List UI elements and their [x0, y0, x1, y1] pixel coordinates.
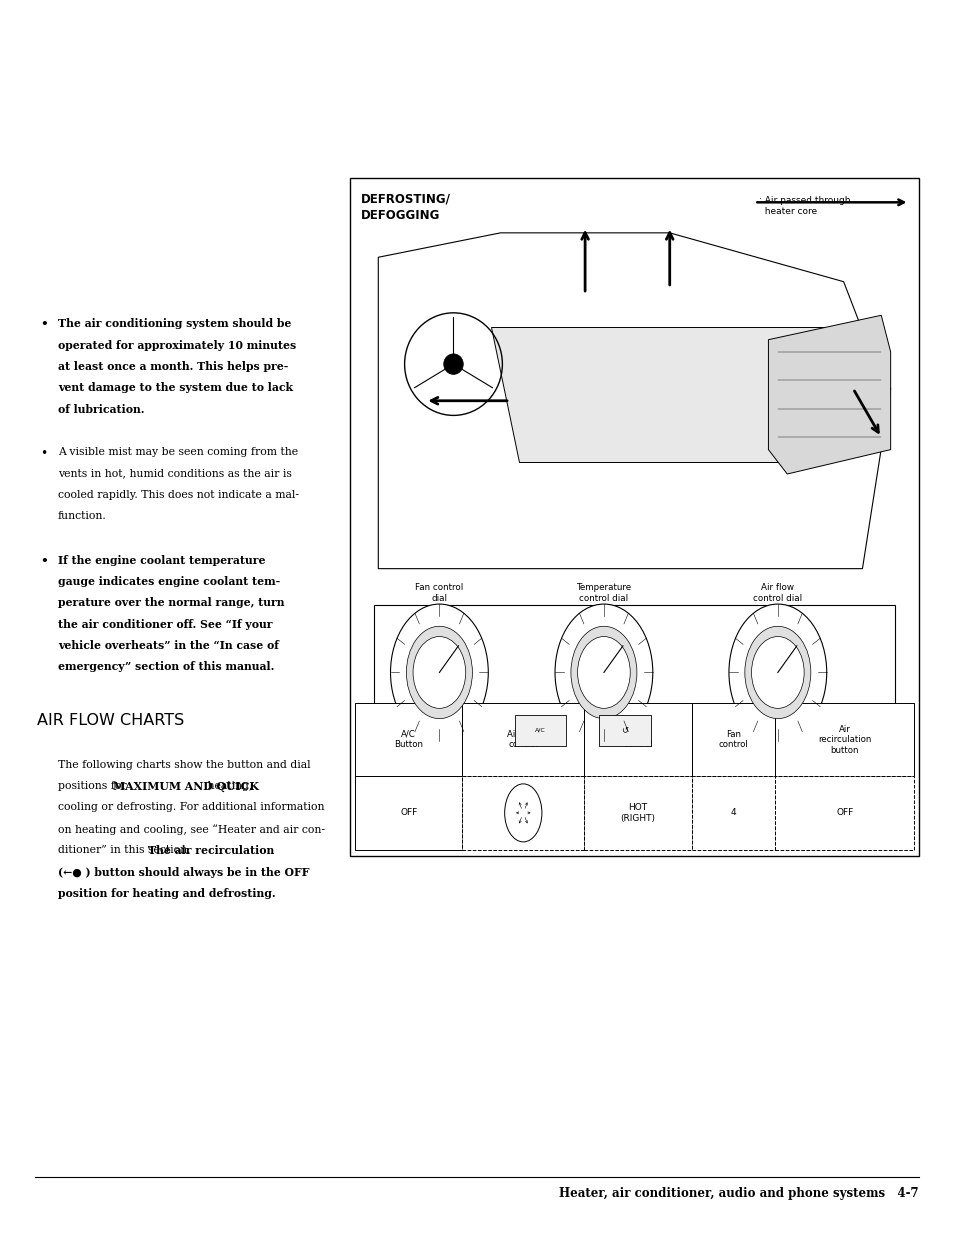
Text: : Air passed through
  heater core: : Air passed through heater core — [759, 196, 850, 216]
Text: OFF: OFF — [399, 809, 416, 818]
Ellipse shape — [728, 604, 826, 741]
Bar — [691, 703, 775, 777]
Text: the air conditioner off. See “If your: the air conditioner off. See “If your — [57, 619, 272, 630]
Text: vehicle overheats” in the “In case of: vehicle overheats” in the “In case of — [57, 640, 278, 651]
Text: A/C: A/C — [535, 727, 545, 732]
Bar — [355, 777, 462, 850]
Text: on heating and cooling, see “Heater and air con-: on heating and cooling, see “Heater and … — [57, 824, 324, 835]
Text: HOT
(RIGHT): HOT (RIGHT) — [619, 803, 655, 823]
Text: •: • — [40, 319, 48, 331]
Bar — [462, 703, 583, 777]
Text: position for heating and defrosting.: position for heating and defrosting. — [57, 888, 275, 899]
Text: gauge indicates engine coolant tem-: gauge indicates engine coolant tem- — [57, 576, 279, 587]
Text: vent damage to the system due to lack: vent damage to the system due to lack — [57, 383, 293, 394]
Ellipse shape — [413, 636, 465, 709]
Polygon shape — [491, 327, 824, 462]
Ellipse shape — [443, 354, 463, 374]
Bar — [775, 777, 913, 850]
Bar — [355, 703, 462, 777]
Bar — [462, 777, 583, 850]
Text: Air flow
control: Air flow control — [507, 730, 538, 750]
Text: ↺: ↺ — [621, 726, 628, 735]
Text: emergency” section of this manual.: emergency” section of this manual. — [57, 662, 274, 673]
Text: Air flow
control dial: Air flow control dial — [753, 583, 801, 603]
Text: heating,: heating, — [204, 781, 253, 792]
Text: A visible mist may be seen coming from the: A visible mist may be seen coming from t… — [57, 447, 297, 457]
Text: A/C
Button: A/C Button — [394, 730, 423, 750]
Text: DEFROSTING/
DEFOGGING: DEFROSTING/ DEFOGGING — [361, 193, 451, 221]
Text: cooled rapidly. This does not indicate a mal-: cooled rapidly. This does not indicate a… — [57, 490, 298, 500]
Text: vents in hot, humid conditions as the air is: vents in hot, humid conditions as the ai… — [57, 468, 292, 478]
Text: OFF: OFF — [835, 809, 852, 818]
Text: Air
recirculation
button: Air recirculation button — [817, 725, 870, 755]
Text: Fan control
dial: Fan control dial — [415, 583, 463, 603]
Bar — [514, 715, 566, 746]
Text: Air recirculation
button: Air recirculation button — [610, 750, 677, 768]
Text: operated for approximately 10 minutes: operated for approximately 10 minutes — [57, 340, 295, 351]
Text: ditioner” in this section.: ditioner” in this section. — [57, 845, 193, 855]
Text: cooling or defrosting. For additional information: cooling or defrosting. For additional in… — [57, 803, 324, 813]
Bar — [775, 703, 913, 777]
Text: Air conditioner
button
(if so equipped): Air conditioner button (if so equipped) — [507, 750, 573, 779]
Bar — [350, 178, 918, 856]
Text: of lubrication.: of lubrication. — [57, 404, 144, 415]
Text: at least once a month. This helps pre-: at least once a month. This helps pre- — [57, 361, 288, 372]
Text: The air recirculation: The air recirculation — [148, 845, 274, 856]
Text: positions for: positions for — [57, 781, 130, 792]
Ellipse shape — [555, 604, 652, 741]
Text: The air conditioning system should be: The air conditioning system should be — [57, 319, 291, 330]
Bar — [583, 703, 691, 777]
Ellipse shape — [577, 636, 630, 709]
Bar — [374, 605, 895, 758]
Bar — [583, 777, 691, 850]
Text: perature over the normal range, turn: perature over the normal range, turn — [57, 598, 284, 609]
Ellipse shape — [570, 626, 637, 719]
Text: MAXIMUM AND QUICK: MAXIMUM AND QUICK — [113, 781, 259, 792]
Bar — [691, 777, 775, 850]
Ellipse shape — [390, 604, 488, 741]
Text: (←● ) button should always be in the OFF: (←● ) button should always be in the OFF — [57, 867, 309, 878]
Text: •: • — [40, 447, 47, 461]
Text: If the engine coolant temperature: If the engine coolant temperature — [57, 555, 265, 566]
Text: function.: function. — [57, 511, 107, 521]
Polygon shape — [767, 315, 890, 474]
Bar — [598, 715, 650, 746]
Text: The following charts show the button and dial: The following charts show the button and… — [57, 760, 310, 769]
Text: •: • — [40, 555, 48, 568]
Ellipse shape — [406, 626, 472, 719]
Text: Fan
control: Fan control — [718, 730, 747, 750]
Text: Heater, air conditioner, audio and phone systems   4-7: Heater, air conditioner, audio and phone… — [558, 1187, 918, 1200]
Text: AIR FLOW CHARTS: AIR FLOW CHARTS — [37, 714, 184, 729]
Ellipse shape — [744, 626, 810, 719]
Text: 4: 4 — [730, 809, 736, 818]
Ellipse shape — [751, 636, 803, 709]
Text: Temperature
control dial: Temperature control dial — [576, 583, 631, 603]
Text: Temp
control: Temp control — [622, 730, 652, 750]
